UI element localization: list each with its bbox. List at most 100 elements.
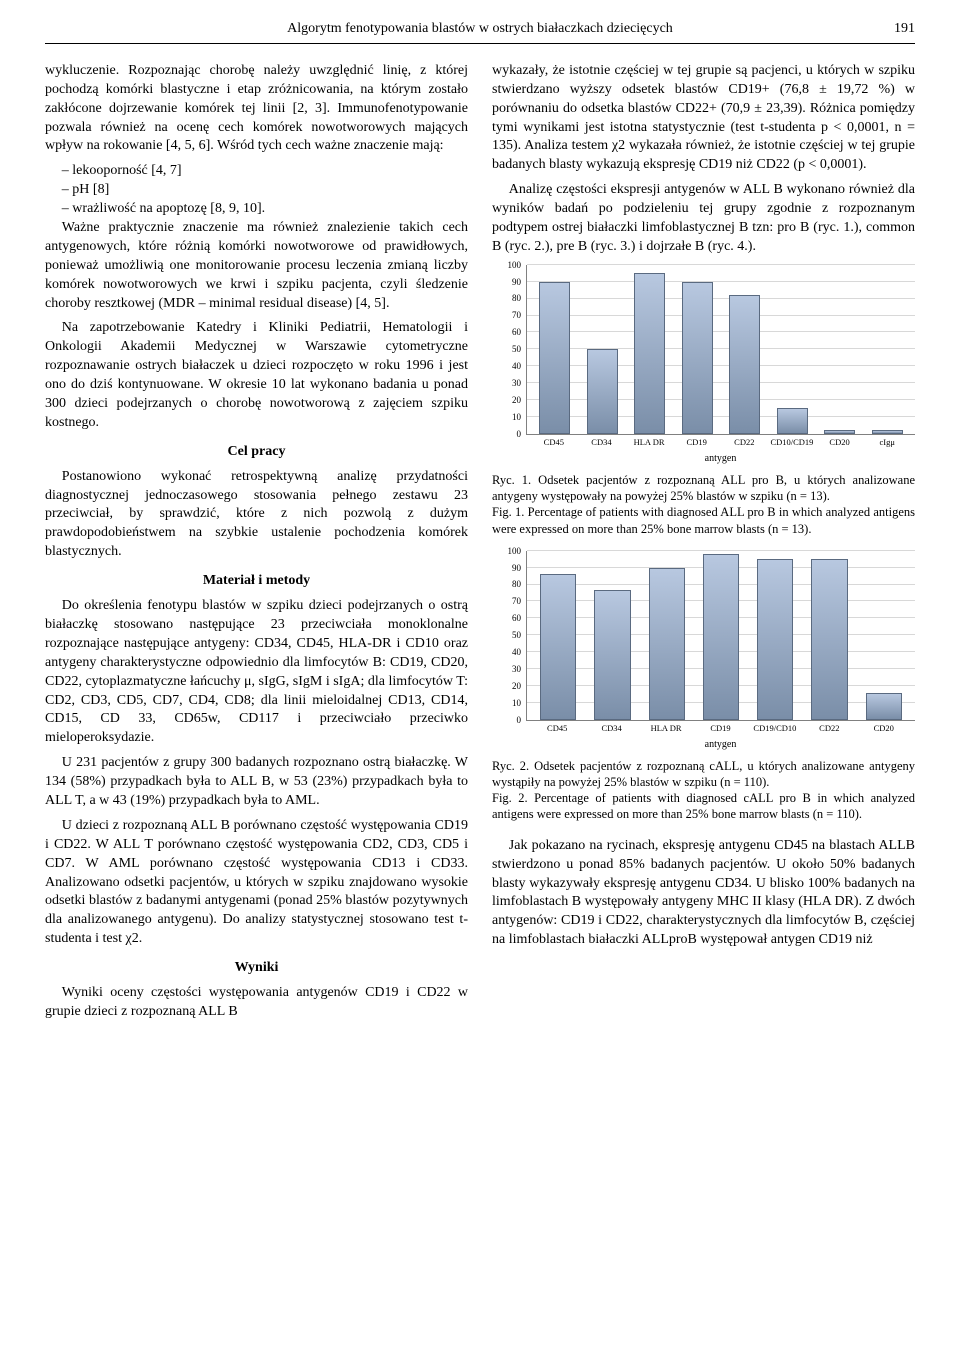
bar bbox=[872, 430, 903, 433]
bullet-item: – lekooporność [4, 7] bbox=[62, 162, 468, 181]
bar-slot bbox=[804, 551, 854, 720]
material-text-1: Do określenia fenotypu blastów w szpiku … bbox=[45, 597, 468, 748]
xtick-label: CD20 bbox=[818, 437, 862, 448]
xtick-label: CD45 bbox=[532, 437, 576, 448]
ytick-label: 80 bbox=[493, 579, 521, 591]
bar bbox=[777, 408, 808, 433]
xtick-label: CD34 bbox=[586, 723, 636, 734]
left-para-3: Na zapotrzebowanie Katedry i Kliniki Ped… bbox=[45, 319, 468, 432]
xtick-label: cIgμ bbox=[865, 437, 909, 448]
xtick-label: CD45 bbox=[532, 723, 582, 734]
bar-slot bbox=[723, 265, 767, 434]
section-title-cel: Cel pracy bbox=[45, 443, 468, 462]
ytick-label: 20 bbox=[493, 394, 521, 406]
figure-2-chart: % 0102030405060708090100 CD45CD34HLA DRC… bbox=[492, 551, 915, 752]
two-column-layout: wykluczenie. Rozpoznając chorobę należy … bbox=[45, 62, 915, 1028]
ytick-label: 30 bbox=[493, 663, 521, 675]
bar-slot bbox=[642, 551, 692, 720]
ytick-label: 50 bbox=[493, 343, 521, 355]
bar bbox=[729, 295, 760, 434]
chart1-bars bbox=[527, 265, 915, 434]
xtick-label: CD19 bbox=[695, 723, 745, 734]
left-column: wykluczenie. Rozpoznając chorobę należy … bbox=[45, 62, 468, 1028]
bar bbox=[649, 568, 685, 720]
xtick-label: CD19/CD10 bbox=[750, 723, 800, 734]
bullet-list: – lekooporność [4, 7] – pH [8] – wrażliw… bbox=[62, 162, 468, 219]
xtick-label: CD10/CD19 bbox=[770, 437, 814, 448]
ytick-label: 60 bbox=[493, 612, 521, 624]
xtick-label: CD22 bbox=[723, 437, 767, 448]
section-title-material: Materiał i metody bbox=[45, 572, 468, 591]
bar bbox=[866, 693, 902, 720]
chart2-yaxis: 0102030405060708090100 bbox=[493, 551, 523, 720]
bar-slot bbox=[771, 265, 815, 434]
ytick-label: 10 bbox=[493, 697, 521, 709]
ytick-label: 90 bbox=[493, 276, 521, 288]
ytick-label: 50 bbox=[493, 629, 521, 641]
material-text-3: U dzieci z rozpoznaną ALL B porównano cz… bbox=[45, 817, 468, 949]
bar-slot bbox=[866, 265, 910, 434]
bar bbox=[824, 430, 855, 433]
bar-slot bbox=[533, 265, 577, 434]
bar-slot bbox=[676, 265, 720, 434]
bar-slot bbox=[628, 265, 672, 434]
right-para-1: wykazały, że istotnie częściej w tej gru… bbox=[492, 62, 915, 175]
ytick-label: 90 bbox=[493, 562, 521, 574]
ytick-label: 70 bbox=[493, 595, 521, 607]
ytick-label: 40 bbox=[493, 360, 521, 372]
bar bbox=[757, 559, 793, 720]
bar bbox=[703, 554, 739, 720]
bar-slot bbox=[696, 551, 746, 720]
bar-slot bbox=[859, 551, 909, 720]
ytick-label: 30 bbox=[493, 377, 521, 389]
xtick-label: CD22 bbox=[804, 723, 854, 734]
ytick-label: 0 bbox=[493, 428, 521, 440]
ytick-label: 70 bbox=[493, 309, 521, 321]
figure-2-caption: Ryc. 2. Odsetek pacjentów z rozpoznaną c… bbox=[492, 758, 915, 823]
bar bbox=[811, 559, 847, 720]
ytick-label: 10 bbox=[493, 411, 521, 423]
fig2-caption-en: Fig. 2. Percentage of patients with diag… bbox=[492, 791, 915, 821]
bar bbox=[682, 282, 713, 434]
bar-slot bbox=[587, 551, 637, 720]
bar-slot bbox=[818, 265, 862, 434]
bar bbox=[587, 349, 618, 434]
ytick-label: 0 bbox=[493, 714, 521, 726]
ytick-label: 80 bbox=[493, 293, 521, 305]
fig2-caption-pl: Ryc. 2. Odsetek pacjentów z rozpoznaną c… bbox=[492, 759, 915, 789]
chart1-xaxis-title: antygen bbox=[526, 452, 915, 466]
material-text-2: U 231 pacjentów z grupy 300 badanych roz… bbox=[45, 754, 468, 811]
left-para-2: Ważne praktycznie znaczenie ma również z… bbox=[45, 219, 468, 313]
ytick-label: 40 bbox=[493, 646, 521, 658]
fig1-caption-en: Fig. 1. Percentage of patients with diag… bbox=[492, 505, 915, 535]
section-title-wyniki: Wyniki bbox=[45, 959, 468, 978]
xtick-label: HLA DR bbox=[641, 723, 691, 734]
bar-slot bbox=[533, 551, 583, 720]
chart2-plot-area: 0102030405060708090100 bbox=[526, 551, 915, 721]
ytick-label: 20 bbox=[493, 680, 521, 692]
right-para-3: Jak pokazano na rycinach, ekspresję anty… bbox=[492, 837, 915, 950]
wyniki-text: Wyniki oceny częstości występowania anty… bbox=[45, 984, 468, 1022]
bar bbox=[594, 590, 630, 720]
chart2-xaxis-title: antygen bbox=[526, 738, 915, 752]
ytick-label: 100 bbox=[493, 259, 521, 271]
bullet-item: – wrażliwość na apoptozę [8, 9, 10]. bbox=[62, 200, 468, 219]
chart1-yaxis: 0102030405060708090100 bbox=[493, 265, 523, 434]
ytick-label: 60 bbox=[493, 326, 521, 338]
right-para-2: Analizę częstości ekspresji antygenów w … bbox=[492, 181, 915, 257]
cel-text: Postanowiono wykonać retrospektywną anal… bbox=[45, 468, 468, 562]
xtick-label: CD34 bbox=[580, 437, 624, 448]
xtick-label: HLA DR bbox=[627, 437, 671, 448]
bar bbox=[634, 273, 665, 434]
chart1-plot-area: 0102030405060708090100 bbox=[526, 265, 915, 435]
fig1-caption-pl: Ryc. 1. Odsetek pacjentów z rozpoznaną A… bbox=[492, 473, 915, 503]
bar bbox=[539, 282, 570, 434]
left-para-1: wykluczenie. Rozpoznając chorobę należy … bbox=[45, 62, 468, 156]
bar bbox=[540, 574, 576, 719]
chart1-xlabels: CD45 CD34HLA DR CD19 CD22CD10/CD19 CD20cIgμ bbox=[526, 435, 915, 448]
xtick-label: CD19 bbox=[675, 437, 719, 448]
page-number: 191 bbox=[894, 20, 915, 39]
right-column: wykazały, że istotnie częściej w tej gru… bbox=[492, 62, 915, 1028]
bar-slot bbox=[581, 265, 625, 434]
chart2-xlabels: CD45CD34HLA DRCD19CD19/CD10CD22CD20 bbox=[526, 721, 915, 734]
